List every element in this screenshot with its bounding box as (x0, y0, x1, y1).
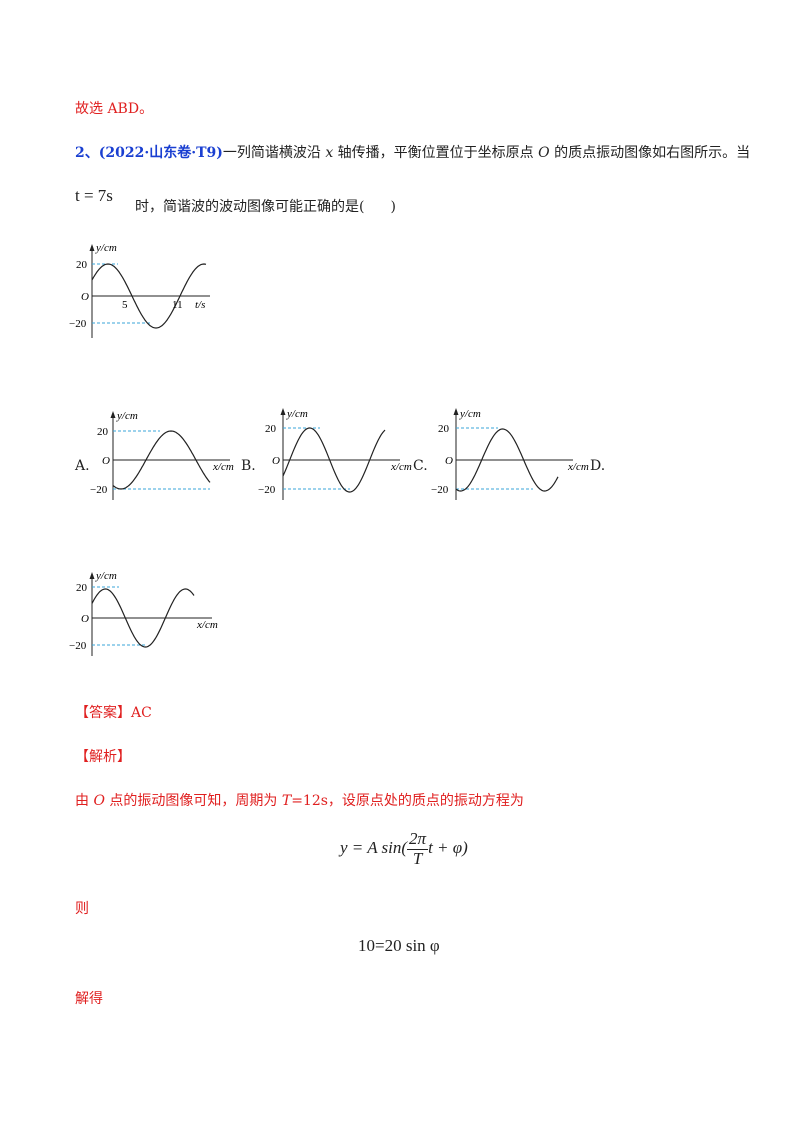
question-number: 2、 (75, 145, 99, 161)
question-source: (2022·山东卷·T9) (98, 145, 223, 161)
wave-curve-b (282, 427, 386, 493)
y-axis-label: y/cm (286, 408, 308, 420)
tick-neg20: −20 (90, 484, 108, 496)
y-axis-arrow (89, 244, 95, 251)
question-text: 的质点振动图像如右图所示。当 (549, 145, 751, 161)
origin-label: O (102, 455, 110, 467)
analysis-label: 【解析】 (75, 749, 131, 765)
tick-neg20: −20 (69, 318, 87, 330)
vibration-graph: y/cm 20 −20 O 5 11 t/s (69, 242, 210, 338)
x-axis-label: t/s (195, 299, 205, 311)
var-x: x (325, 145, 334, 161)
option-letter: D. (590, 458, 606, 474)
origin-label: O (445, 455, 453, 467)
vibration-curve (91, 263, 207, 329)
question-stem-line1: 2、(2022·山东卷·T9)一列简谐横波沿 x 轴传播，平衡位置位于坐标原点 … (75, 142, 750, 162)
x-axis-label: x/cm (196, 619, 218, 631)
fraction-numerator: 2π (407, 829, 429, 850)
origin-label: O (272, 455, 280, 467)
var-T: T (281, 793, 292, 809)
tick-20: 20 (76, 259, 88, 271)
tick-5: 5 (122, 299, 128, 311)
option-a-graph: y/cm 20 −20 O x/cm (90, 410, 234, 500)
tick-20: 20 (265, 423, 277, 435)
wave-curve-c (455, 428, 559, 492)
answer-line: 【答案】AC (75, 702, 152, 722)
equation-lhs: y = A sin( (340, 838, 408, 858)
option-letter: C. (413, 458, 428, 474)
option-letter: A. (75, 458, 90, 474)
x-axis-label: x/cm (567, 461, 589, 473)
analysis-line1: 由 O 点的振动图像可知，周期为 T=12s，设原点处的质点的振动方程为 (75, 790, 524, 810)
analysis-text: =12s，设原点处的质点的振动方程为 (291, 793, 524, 809)
analysis-text: 点的振动图像可知，周期为 (104, 793, 282, 809)
x-axis-label: x/cm (390, 461, 412, 473)
origin-label: O (81, 613, 89, 625)
tick-20: 20 (438, 423, 450, 435)
y-axis-label: y/cm (95, 242, 117, 254)
equation-phase: 10=20 sin φ (358, 936, 440, 955)
option-b-graph: y/cm 20 −20 O x/cm (258, 408, 412, 500)
question-text: 一列简谐横波沿 (222, 145, 326, 161)
y-axis-label: y/cm (95, 570, 117, 582)
tick-11: 11 (172, 299, 183, 311)
then-text: 则 (75, 901, 89, 917)
fraction: 2π T (407, 829, 429, 868)
origin-label: O (81, 291, 89, 303)
solve-text: 解得 (75, 991, 103, 1007)
time-expression: t = 7s (75, 186, 113, 205)
question-text: 轴传播，平衡位置位于坐标原点 (333, 145, 539, 161)
x-axis-label: x/cm (212, 461, 234, 473)
y-axis-label: y/cm (459, 408, 481, 420)
tick-20: 20 (97, 426, 109, 438)
question-stem-line2: 时，简谐波的波动图像可能正确的是() (135, 196, 396, 216)
equation-rhs: t + φ) (428, 838, 468, 858)
tick-neg20: −20 (258, 484, 276, 496)
question-text: 时，简谐波的波动图像可能正确的是( (135, 199, 365, 215)
answer-value: AC (131, 705, 152, 721)
fraction-denominator: T (412, 848, 423, 868)
option-c-graph: y/cm 20 −20 O x/cm (431, 408, 589, 500)
option-letter: B. (241, 458, 256, 474)
var-O: O (93, 793, 105, 809)
y-axis-label: y/cm (116, 410, 138, 422)
var-O: O (538, 145, 550, 161)
tick-20: 20 (76, 582, 88, 594)
tick-neg20: −20 (431, 484, 449, 496)
answer-blank: ) (390, 199, 396, 215)
wave-curve-a (112, 430, 211, 490)
answer-label: 【答案】 (75, 705, 131, 721)
wave-curve-d (91, 588, 195, 648)
previous-conclusion: 故选 ABD。 (75, 101, 154, 117)
analysis-text: 由 (75, 793, 94, 809)
tick-neg20: −20 (69, 640, 87, 652)
option-d-graph: y/cm 20 −20 O x/cm (69, 570, 218, 656)
